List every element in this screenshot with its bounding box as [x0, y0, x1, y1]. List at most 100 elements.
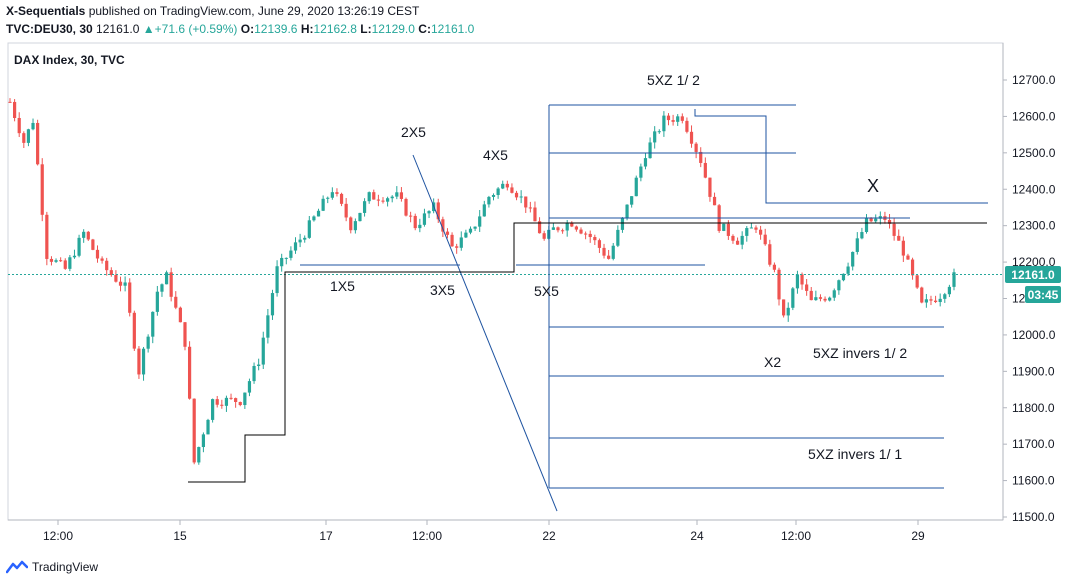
candle-body — [266, 315, 270, 338]
label-1x5: 1X5 — [330, 278, 355, 294]
candle-body — [409, 215, 413, 217]
candle-body — [593, 237, 597, 241]
symbol-header: TVC:DEU30, 30 12161.0 ▲+71.6 (+0.59%) O:… — [6, 22, 474, 36]
candle-body — [588, 233, 592, 238]
candle-body — [786, 307, 790, 316]
y-tick-label: 11700.0 — [1012, 437, 1055, 451]
candle-body — [367, 192, 371, 202]
x-tick-label: 29 — [911, 529, 925, 543]
candle-body — [358, 212, 362, 222]
candle-body — [648, 142, 652, 159]
candle-body — [703, 162, 707, 178]
candle-body — [846, 266, 850, 274]
change-arrow-icon: ▲ — [142, 22, 155, 36]
candle-body — [36, 122, 40, 165]
candle-body — [399, 192, 404, 199]
candle-body — [841, 273, 846, 281]
x-tick-label: 12:00 — [781, 529, 811, 543]
candle-body — [906, 255, 910, 260]
candle-body — [128, 282, 132, 313]
low-value: 12129.0 — [371, 22, 415, 36]
candle-body — [82, 231, 86, 238]
candle-body — [910, 259, 915, 276]
drawings — [300, 104, 988, 512]
candle-body — [459, 237, 463, 248]
candle-body — [694, 143, 698, 152]
footer: TradingView — [6, 560, 98, 574]
candle-body — [800, 274, 804, 285]
candle-body — [874, 218, 878, 222]
candle-body — [676, 116, 680, 122]
countdown-text: 03:45 — [1028, 288, 1059, 302]
candle-body — [187, 346, 192, 399]
candle-body — [344, 203, 348, 218]
candle-body — [118, 281, 123, 286]
candle-body — [726, 223, 730, 236]
symbol-label: TVC:DEU30, 30 — [6, 22, 93, 36]
candle-body — [86, 231, 90, 240]
candle-body — [45, 214, 49, 259]
candle-body — [901, 240, 905, 256]
candle-body — [298, 239, 302, 243]
low-label: L: — [360, 22, 372, 36]
candle-body — [574, 226, 578, 230]
candle-body — [211, 399, 215, 420]
candle-body — [353, 221, 357, 231]
candle-body — [326, 197, 330, 199]
y-tick-label: 12300.0 — [1012, 219, 1056, 233]
candle-body — [40, 164, 44, 215]
candle-body — [920, 287, 924, 303]
author-name[interactable]: X-Sequentials — [6, 4, 86, 18]
tradingview-logo-icon — [6, 560, 28, 574]
candle-body — [680, 116, 684, 121]
candle-body — [146, 336, 150, 349]
candle-body — [639, 166, 643, 178]
candle-body — [312, 216, 316, 221]
x-tick-label: 12:00 — [43, 529, 73, 543]
candle-body — [105, 260, 109, 271]
candle-body — [809, 290, 813, 301]
candle-body — [496, 188, 500, 195]
last-price-badge-text: 12161.0 — [1011, 268, 1055, 282]
candle-body — [915, 275, 919, 288]
candle-body — [100, 258, 104, 261]
x-axis: 12:00 15 17 12:00 22 24 12:00 29 — [43, 520, 925, 543]
candle-body — [49, 258, 54, 262]
candle-body — [630, 196, 634, 205]
candle-body — [91, 239, 95, 250]
candle-body — [524, 196, 528, 208]
candle-body — [339, 193, 344, 204]
step-resistance — [694, 109, 988, 204]
candle-body — [335, 192, 339, 194]
candle-body — [174, 296, 178, 308]
candle-body — [307, 220, 311, 238]
candle-body — [376, 199, 380, 201]
candle-body — [473, 226, 477, 229]
candle-body — [851, 251, 855, 267]
candle-body — [132, 312, 136, 349]
x-tick-label: 22 — [542, 529, 556, 543]
countdown-badge — [1025, 286, 1061, 303]
candle-body — [390, 196, 394, 199]
candle-body — [192, 398, 196, 463]
candle-body — [823, 298, 827, 301]
candle-body — [597, 240, 602, 248]
candle-body — [924, 299, 928, 303]
label-5xz-invers-1-1: 5XZ invers 1/ 1 — [808, 446, 902, 462]
candle-body — [795, 274, 800, 289]
brand-name[interactable]: TradingView — [32, 560, 99, 574]
y-tick-label: 11600.0 — [1012, 474, 1055, 488]
candle-body — [234, 398, 238, 403]
candle-body — [929, 299, 933, 301]
candle-body — [422, 213, 427, 225]
candle-body — [551, 227, 555, 230]
y-axis: 12700.0 12600.0 12500.0 12400.0 12300.0 12200… — [1003, 73, 1056, 524]
candle-body — [768, 244, 772, 265]
candle-body — [450, 234, 454, 247]
candle-body — [570, 223, 574, 227]
candle-body — [878, 216, 882, 219]
candle-body — [22, 133, 26, 143]
candle-body — [689, 131, 694, 144]
trend-line — [412, 154, 558, 512]
